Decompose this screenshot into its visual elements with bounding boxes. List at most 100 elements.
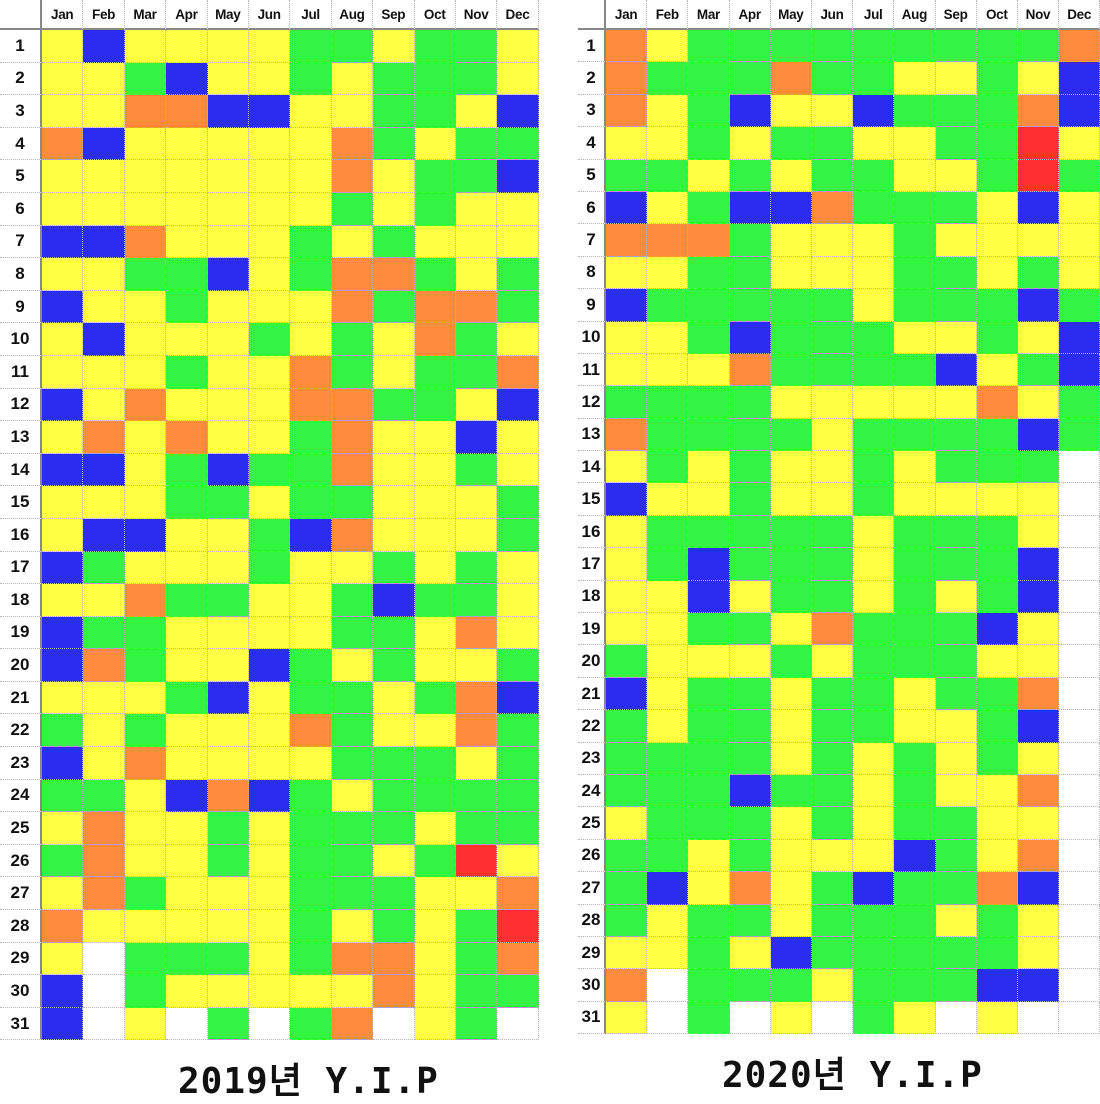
heat-cell-jul-28 (290, 910, 332, 943)
heat-cell-jun-31 (811, 1001, 854, 1035)
heat-cell-nov-22 (455, 714, 498, 748)
heat-cell-feb-19 (647, 613, 689, 646)
heat-cell-jan-26 (606, 839, 648, 873)
day-label-24: 24 (578, 774, 606, 808)
heat-cell-may-2 (207, 62, 249, 96)
calendar-heatmap-2020: Jan Feb Mar Apr May Jun Jul Aug Sep Oct Nov Dec 1 2 3 4… (578, 0, 1100, 1042)
heat-cell-feb-28 (83, 910, 125, 943)
heat-cell-nov-11 (1017, 353, 1060, 387)
heat-cell-jan-25 (606, 807, 648, 840)
heat-cell-aug-10 (331, 323, 374, 356)
heat-cell-oct-23 (414, 747, 456, 780)
heat-cell-sep-14 (373, 453, 415, 487)
heat-cell-oct-22 (976, 710, 1018, 743)
heat-cell-feb-17 (647, 548, 689, 581)
heat-cell-sep-2 (935, 62, 977, 95)
day-label-3: 3 (0, 95, 42, 128)
heat-cell-apr-17 (166, 551, 208, 585)
heat-cell-jun-27 (811, 872, 854, 905)
heat-cell-feb-21 (647, 677, 689, 711)
heat-cell-aug-21 (331, 681, 374, 715)
heat-cell-apr-1 (166, 30, 208, 63)
heat-cell-nov-1 (1017, 30, 1060, 63)
month-header-mar: Mar (124, 0, 167, 30)
heat-cell-oct-16 (414, 518, 456, 552)
heat-cell-jul-30 (853, 969, 895, 1002)
heat-cell-aug-19 (331, 616, 374, 650)
heat-cell-jun-2 (248, 62, 291, 96)
heat-cell-dec-2 (1059, 62, 1100, 95)
heat-cell-jul-7 (290, 225, 332, 259)
heat-cell-apr-7 (166, 225, 208, 259)
heatmap-grid-2019: Jan Feb Mar Apr May Jun Jul Aug Sep Oct Nov Dec 1 2 3 4… (0, 0, 545, 1041)
heat-cell-dec-5 (1059, 159, 1100, 192)
heat-cell-jan-14 (606, 451, 648, 484)
heat-cell-nov-2 (1017, 62, 1060, 95)
heat-cell-sep-8 (935, 256, 977, 290)
heat-cell-dec-13 (497, 421, 539, 454)
heat-cell-mar-31 (124, 1007, 167, 1041)
heat-cell-jan-2 (42, 62, 84, 96)
heat-cell-sep-24 (373, 779, 415, 813)
heat-cell-oct-5 (976, 159, 1018, 192)
heat-cell-jun-17 (811, 548, 854, 581)
heat-cell-dec-1 (1059, 30, 1100, 63)
heat-cell-jul-10 (853, 321, 895, 354)
heat-cell-mar-22 (688, 710, 730, 743)
heat-cell-jan-25 (42, 812, 84, 845)
heat-cell-sep-7 (373, 225, 415, 259)
heat-cell-may-25 (770, 807, 812, 840)
day-label-18: 18 (0, 584, 42, 617)
heat-cell-jan-7 (606, 224, 648, 257)
heat-cell-aug-18 (331, 584, 374, 617)
heat-cell-nov-5 (1017, 159, 1060, 192)
heat-cell-apr-16 (166, 518, 208, 552)
heat-cell-may-6 (207, 192, 249, 226)
heat-cell-sep-4 (935, 127, 977, 160)
heat-cell-jan-6 (606, 191, 648, 225)
heat-cell-apr-13 (166, 421, 208, 454)
heat-cell-apr-7 (729, 224, 771, 257)
heat-cell-jan-27 (42, 877, 84, 911)
heat-cell-oct-27 (976, 872, 1018, 905)
heat-cell-aug-1 (894, 30, 936, 63)
heat-cell-mar-11 (688, 353, 730, 387)
month-header-apr: Apr (166, 0, 208, 30)
heat-cell-jul-3 (853, 94, 895, 128)
heat-cell-jul-23 (853, 742, 895, 775)
heat-cell-aug-2 (894, 62, 936, 95)
heat-cell-sep-27 (373, 877, 415, 911)
day-label-25: 25 (0, 812, 42, 845)
heat-cell-sep-25 (935, 807, 977, 840)
heat-cell-apr-22 (729, 710, 771, 743)
heat-cell-mar-30 (688, 969, 730, 1002)
heat-cell-oct-24 (976, 774, 1018, 808)
heat-cell-oct-21 (976, 677, 1018, 711)
heat-cell-jul-11 (853, 353, 895, 387)
heat-cell-apr-14 (729, 451, 771, 484)
heat-cell-apr-27 (166, 877, 208, 911)
heat-cell-aug-23 (894, 742, 936, 775)
heat-cell-may-8 (207, 258, 249, 291)
heat-cell-jul-19 (853, 613, 895, 646)
heat-cell-may-20 (770, 645, 812, 678)
heat-cell-jun-22 (248, 714, 291, 748)
heat-cell-oct-29 (976, 936, 1018, 970)
heat-cell-oct-24 (414, 779, 456, 813)
heat-cell-sep-25 (373, 812, 415, 845)
heat-cell-mar-10 (688, 321, 730, 354)
heat-cell-feb-27 (83, 877, 125, 911)
heat-cell-apr-20 (166, 649, 208, 682)
heat-cell-jan-12 (606, 386, 648, 419)
heat-cell-feb-6 (647, 191, 689, 225)
heat-cell-aug-28 (331, 910, 374, 943)
heat-cell-sep-29 (373, 942, 415, 976)
heat-cell-mar-27 (688, 872, 730, 905)
heat-cell-nov-29 (455, 942, 498, 976)
heat-cell-jul-20 (290, 649, 332, 682)
heat-cell-oct-26 (976, 839, 1018, 873)
heat-cell-feb-24 (83, 779, 125, 813)
heat-cell-dec-4 (497, 127, 539, 161)
heat-cell-jan-23 (606, 742, 648, 775)
heat-cell-mar-28 (124, 910, 167, 943)
